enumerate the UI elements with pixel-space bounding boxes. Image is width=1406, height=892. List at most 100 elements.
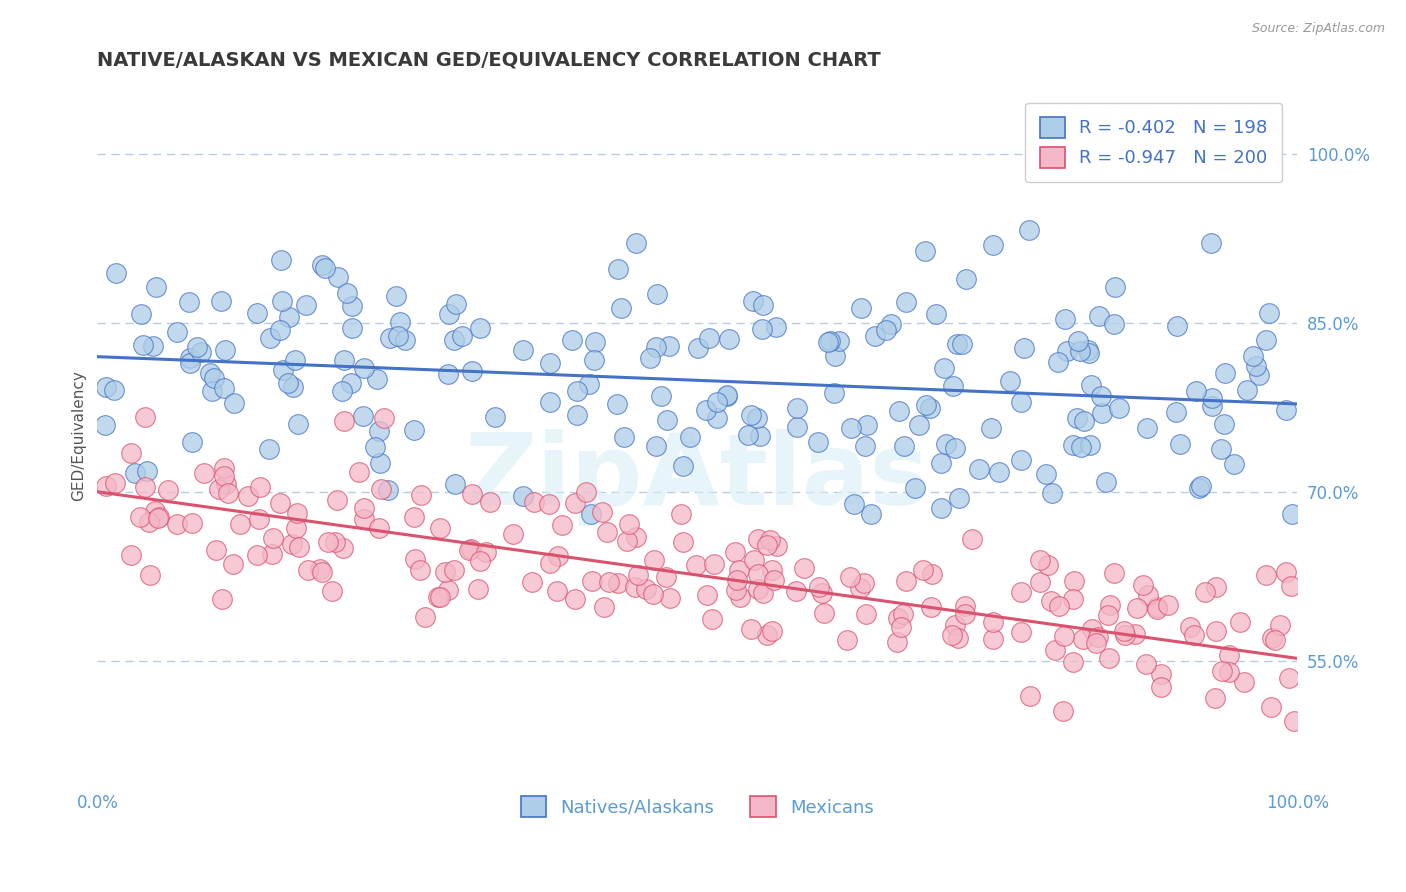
Point [725,574,748,588]
Point [186,340,208,354]
Point [437,368,460,382]
Point [229,516,252,531]
Point [269,496,291,510]
Point [718,332,741,346]
Point [458,543,481,558]
Point [378,331,401,345]
Point [929,456,952,470]
Point [1114,628,1136,642]
Point [538,356,561,370]
Point [1067,334,1090,348]
Point [828,334,851,348]
Point [953,599,976,613]
Point [915,398,938,412]
Point [1052,704,1074,718]
Point [948,491,970,506]
Point [281,537,304,551]
Point [839,421,862,435]
Point [1123,627,1146,641]
Point [925,307,948,321]
Point [702,612,724,626]
Point [904,481,927,495]
Point [429,590,451,604]
Point [247,512,270,526]
Point [860,508,883,522]
Point [1054,311,1077,326]
Point [581,574,603,589]
Point [929,500,952,515]
Point [575,485,598,500]
Point [1062,655,1084,669]
Point [659,591,682,605]
Point [311,565,333,579]
Point [851,301,873,315]
Point [818,334,841,349]
Point [1264,633,1286,648]
Point [246,306,269,320]
Point [578,376,600,391]
Point [855,607,877,622]
Point [596,525,619,540]
Point [389,314,412,328]
Point [564,592,586,607]
Point [198,366,221,380]
Point [1282,714,1305,729]
Point [429,521,451,535]
Point [1040,486,1063,500]
Point [208,483,231,497]
Point [1246,359,1268,374]
Point [761,624,783,638]
Point [468,320,491,334]
Point [512,489,534,503]
Point [983,238,1005,252]
Point [1254,568,1277,582]
Point [1157,598,1180,612]
Point [759,533,782,548]
Point [1010,585,1032,599]
Point [1087,630,1109,644]
Point [1036,558,1059,572]
Point [332,541,354,555]
Point [987,465,1010,479]
Point [747,532,769,546]
Point [890,620,912,634]
Point [813,606,835,620]
Point [314,260,336,275]
Point [138,515,160,529]
Point [716,388,738,402]
Point [321,583,343,598]
Point [1010,625,1032,640]
Point [1069,344,1091,359]
Point [385,289,408,303]
Point [1194,585,1216,599]
Point [728,590,751,604]
Point [844,497,866,511]
Point [190,345,212,359]
Point [353,501,375,516]
Point [740,622,762,636]
Point [546,584,568,599]
Point [765,320,787,334]
Point [166,325,188,339]
Point [94,380,117,394]
Point [259,331,281,345]
Point [624,580,647,594]
Point [1168,437,1191,451]
Point [1043,642,1066,657]
Point [283,379,305,393]
Point [960,532,983,546]
Point [1201,391,1223,405]
Point [146,511,169,525]
Point [1229,615,1251,629]
Point [1040,594,1063,608]
Point [706,394,728,409]
Point [1213,366,1236,380]
Point [522,574,544,589]
Point [128,510,150,524]
Point [894,574,917,588]
Point [943,442,966,456]
Point [617,516,640,531]
Point [853,576,876,591]
Point [1088,309,1111,323]
Point [349,465,371,479]
